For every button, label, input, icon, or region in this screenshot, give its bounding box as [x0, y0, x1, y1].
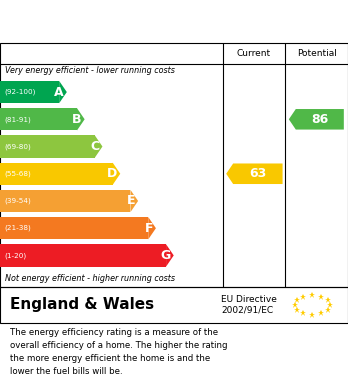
- Text: EU Directive
2002/91/EC: EU Directive 2002/91/EC: [221, 295, 277, 315]
- Text: B: B: [72, 113, 82, 126]
- Polygon shape: [59, 81, 67, 103]
- Polygon shape: [226, 163, 283, 184]
- Bar: [0, 217, 148, 239]
- Text: (55-68): (55-68): [4, 170, 31, 177]
- Text: (39-54): (39-54): [4, 198, 31, 204]
- Polygon shape: [148, 217, 156, 239]
- Polygon shape: [166, 244, 174, 267]
- Polygon shape: [77, 108, 85, 131]
- Text: The energy efficiency rating is a measure of the
overall efficiency of a home. T: The energy efficiency rating is a measur…: [10, 328, 228, 376]
- Text: 86: 86: [311, 113, 329, 126]
- Text: England & Wales: England & Wales: [10, 298, 155, 312]
- Text: 63: 63: [249, 167, 267, 180]
- Text: G: G: [161, 249, 171, 262]
- Text: (92-100): (92-100): [4, 89, 35, 95]
- Text: Not energy efficient - higher running costs: Not energy efficient - higher running co…: [5, 274, 175, 283]
- Polygon shape: [289, 109, 344, 129]
- Text: Current: Current: [237, 49, 271, 58]
- Text: (69-80): (69-80): [4, 143, 31, 150]
- Bar: [0, 244, 166, 267]
- Bar: [0, 81, 59, 103]
- Text: Very energy efficient - lower running costs: Very energy efficient - lower running co…: [5, 66, 175, 75]
- Bar: [0, 135, 95, 158]
- Text: A: A: [54, 86, 64, 99]
- Text: D: D: [107, 167, 118, 180]
- Polygon shape: [113, 163, 120, 185]
- Text: E: E: [127, 194, 135, 208]
- Text: (81-91): (81-91): [4, 116, 31, 122]
- Polygon shape: [130, 190, 138, 212]
- Text: (1-20): (1-20): [4, 252, 26, 259]
- Text: C: C: [90, 140, 100, 153]
- Text: Potential: Potential: [297, 49, 337, 58]
- Bar: [0, 163, 113, 185]
- Polygon shape: [95, 135, 102, 158]
- Text: F: F: [145, 222, 153, 235]
- Text: (21-38): (21-38): [4, 225, 31, 231]
- Text: Energy Efficiency Rating: Energy Efficiency Rating: [10, 15, 232, 30]
- Bar: [0, 190, 130, 212]
- Bar: [0, 108, 77, 131]
